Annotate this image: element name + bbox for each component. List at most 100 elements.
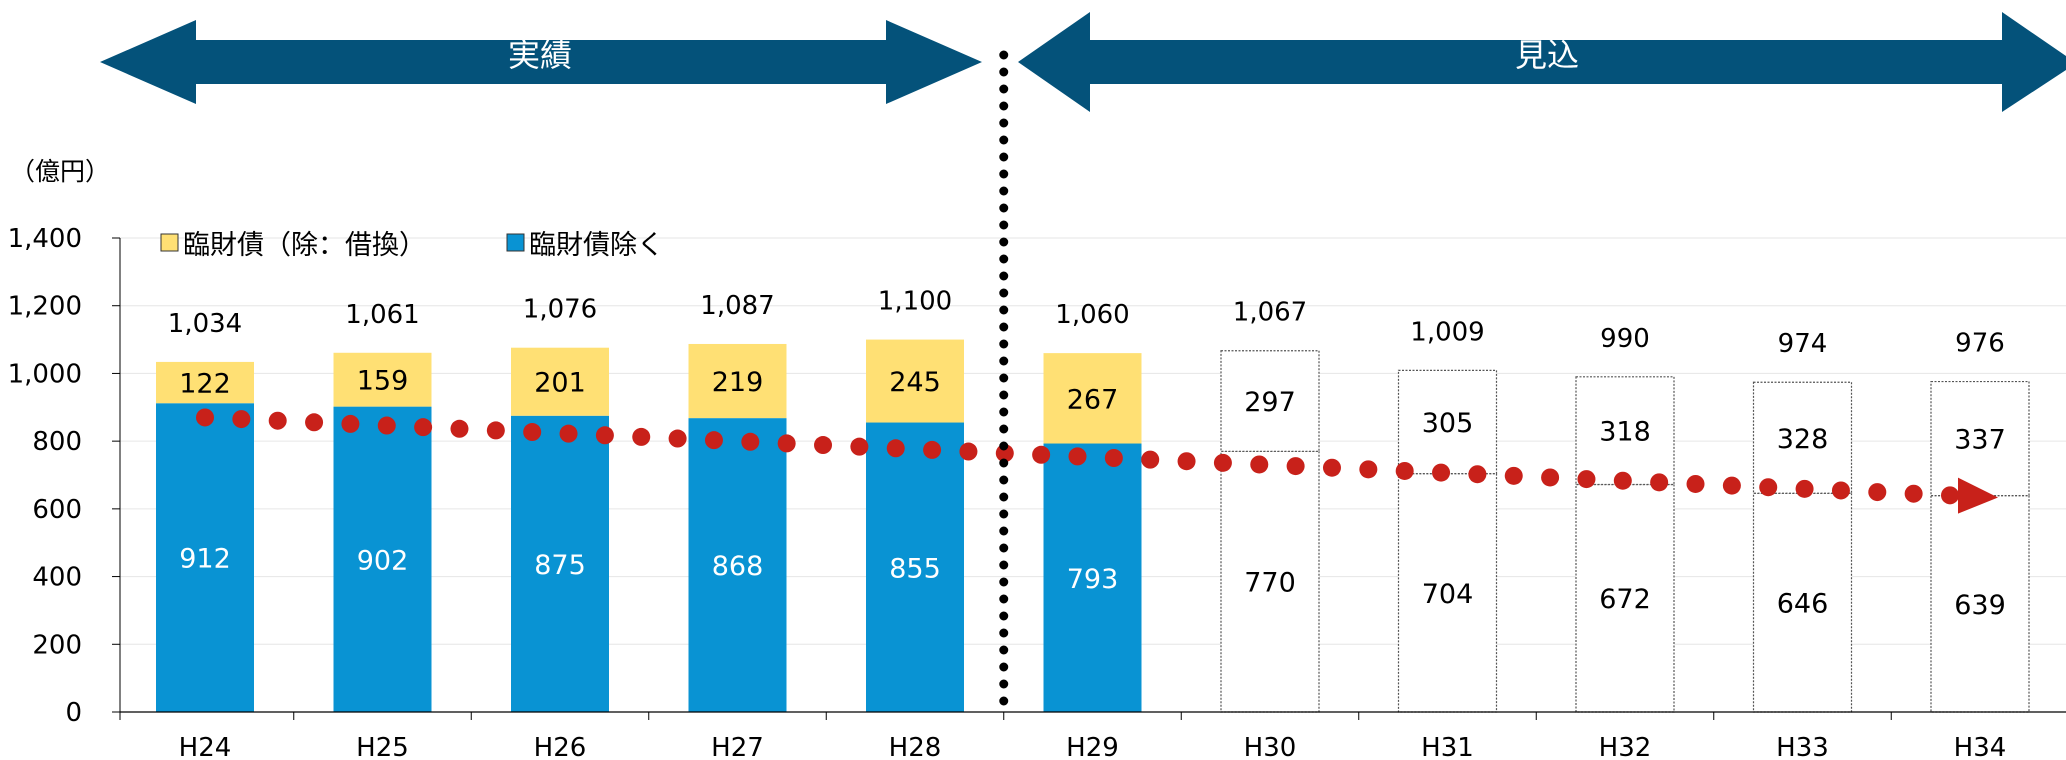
data-label-jrinzai: 297 xyxy=(1244,387,1296,418)
x-tick-label: H33 xyxy=(1776,733,1829,760)
total-label: 990 xyxy=(1600,324,1650,354)
trend-dot xyxy=(1759,478,1778,497)
x-tick-label: H32 xyxy=(1599,733,1652,760)
trend-dot xyxy=(741,432,760,451)
x-tick-label: H26 xyxy=(534,733,587,760)
bar-segment-jrinzai xyxy=(1043,353,1142,444)
data-label-jrinzai: 267 xyxy=(1067,384,1119,415)
x-tick-label: H28 xyxy=(889,733,942,760)
unit-label: （億円） xyxy=(10,157,110,186)
trend-dot xyxy=(1541,468,1560,487)
bar-segment-jrinzai xyxy=(1930,380,2030,497)
total-label: 974 xyxy=(1778,329,1828,359)
bar-segment-excl xyxy=(688,418,787,712)
trend-dot xyxy=(777,434,796,453)
forecast-label: 見込 xyxy=(1515,36,1579,74)
trend-dot xyxy=(268,411,287,430)
total-label: 1,087 xyxy=(700,291,774,321)
y-tick-label: 400 xyxy=(32,563,82,593)
data-label-excl: 639 xyxy=(1954,590,2006,621)
trend-dot xyxy=(1213,453,1232,472)
data-label-jrinzai: 337 xyxy=(1954,425,2006,456)
trend-dot xyxy=(341,414,360,433)
x-tick-label: H24 xyxy=(179,733,232,760)
y-axis: 0 200 400 600 800 1,000 1,200 1,400 xyxy=(8,224,121,728)
x-tick-label: H30 xyxy=(1244,733,1297,760)
trend-dot xyxy=(1795,479,1814,498)
trend-dot xyxy=(232,410,251,429)
bar-segment-jrinzai xyxy=(156,361,254,404)
total-label: 1,009 xyxy=(1410,317,1484,347)
trend-dot xyxy=(523,423,542,442)
trend-dot xyxy=(1177,452,1196,471)
trend-dot xyxy=(1068,447,1087,466)
bar-segment-excl xyxy=(1930,495,2030,713)
actual-arrow xyxy=(100,20,982,104)
trend-dot xyxy=(414,418,433,437)
total-label: 1,076 xyxy=(523,295,597,325)
x-tick-label: H27 xyxy=(711,733,764,760)
data-label-excl: 868 xyxy=(712,551,764,582)
data-label-excl: 704 xyxy=(1422,579,1474,610)
trend-dot xyxy=(1104,449,1123,468)
bar-segment-jrinzai xyxy=(511,347,609,416)
y-tick-label: 1,400 xyxy=(8,224,82,254)
total-label: 976 xyxy=(1955,329,2005,359)
total-label: 1,067 xyxy=(1233,298,1307,328)
bar-segment-jrinzai xyxy=(1752,381,1853,494)
total-label: 1,100 xyxy=(878,287,952,317)
trend-arrowhead xyxy=(1958,477,1998,514)
trend-dot xyxy=(668,429,687,448)
bar-segment-excl xyxy=(511,415,609,712)
x-axis: H24 H25 H26 H27 H28 H29 H30 H31 H32 H33 H34 xyxy=(119,711,2066,760)
bar-segment-excl xyxy=(156,403,254,712)
actual-label: 実績 xyxy=(508,36,572,74)
trend-dot xyxy=(850,437,869,456)
y-tick-label: 200 xyxy=(32,630,82,660)
trend-dot xyxy=(305,413,324,432)
data-label-excl: 672 xyxy=(1599,584,1651,615)
forecast-arrow xyxy=(1018,12,2066,112)
y-tick-label: 600 xyxy=(32,495,82,525)
bar-segment-excl xyxy=(1220,450,1320,713)
trend-dot xyxy=(1395,461,1414,480)
trend-dot xyxy=(1286,457,1305,476)
legend-label-jrinzai: 臨財債（除：借換） xyxy=(183,230,426,261)
data-label-excl: 646 xyxy=(1777,589,1829,620)
bar-segment-excl xyxy=(1397,473,1498,713)
bar-segment-jrinzai xyxy=(688,343,787,419)
bar-segment-jrinzai xyxy=(1220,350,1320,452)
bar-segment-excl xyxy=(866,422,964,712)
trend-dot xyxy=(1722,476,1741,495)
trend-dot xyxy=(632,427,651,446)
trend-dot xyxy=(377,416,396,435)
x-tick-label: H25 xyxy=(356,733,409,760)
trend-dot xyxy=(1359,460,1378,479)
trend-dot xyxy=(704,431,723,450)
y-tick-label: 1,000 xyxy=(8,359,82,389)
trend-dot xyxy=(1941,486,1959,505)
trend-dot xyxy=(1904,484,1923,503)
x-tick-label: H31 xyxy=(1421,733,1474,760)
legend: 臨財債（除：借換） 臨財債除く xyxy=(160,230,664,261)
legend-swatch-jrinzai xyxy=(160,233,179,252)
data-label-jrinzai: 328 xyxy=(1777,424,1829,455)
trend-dot xyxy=(1322,458,1341,477)
y-tick-label: 1,200 xyxy=(8,292,82,322)
bar-segment-excl xyxy=(1752,492,1853,713)
data-label-jrinzai: 305 xyxy=(1422,408,1474,439)
trend-dot xyxy=(1650,473,1669,492)
trend-dot xyxy=(959,442,978,461)
legend-label-excl: 臨財債除く xyxy=(529,230,664,261)
x-tick-label: H29 xyxy=(1066,733,1119,760)
trend-dot xyxy=(559,424,578,443)
trend-dot xyxy=(923,440,942,459)
bar-segment-jrinzai xyxy=(866,339,964,423)
bar-segment-excl xyxy=(333,406,432,712)
bar-segment-excl xyxy=(1043,443,1142,712)
legend-swatch-excl xyxy=(506,233,525,252)
total-label: 1,061 xyxy=(345,300,419,330)
bar-segment-jrinzai xyxy=(333,352,432,407)
trend-dot xyxy=(1250,455,1269,474)
